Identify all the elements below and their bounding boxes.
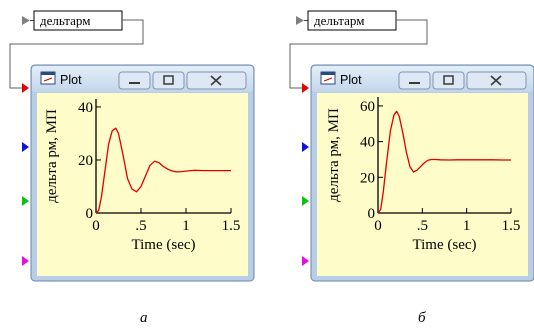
y-axis-label: дельта рм, МП [326,108,342,202]
y-axis-label: дельта рм, МП [44,109,60,203]
y-tick-label: 20 [78,153,93,169]
y-tick-label: 40 [360,135,375,151]
block-label: дельтарм [314,13,364,28]
x-tick-label: 1 [182,218,190,234]
port-4-arrow-icon [302,256,309,266]
block-label: дельтарм [40,13,90,28]
close-button[interactable] [467,72,526,89]
minimize-icon [129,82,140,84]
port-3-arrow-icon [22,196,29,206]
window-title: Plot [340,73,362,87]
port-2-arrow-icon [22,142,29,152]
minimize-button[interactable] [399,72,430,89]
port-3-arrow-icon [302,196,309,206]
x-tick-label: 0 [92,218,100,234]
maximize-button[interactable] [433,72,464,89]
caption-b: б [418,310,426,326]
window-title: Plot [60,73,82,87]
x-tick-label: .5 [135,218,146,234]
app-icon [321,72,335,84]
plot-window-b[interactable]: Plot 0 .5 1 1.5 0 20 40 60 Time (sec) дельта рм, … [311,65,534,281]
minimize-button[interactable] [119,72,150,89]
x-tick-label: 1 [463,218,471,234]
y-tick-label: 0 [368,206,376,222]
close-button[interactable] [187,72,246,89]
port-4-arrow-icon [22,256,29,266]
x-tick-label: 1.5 [502,218,521,234]
port-2-arrow-icon [302,142,309,152]
panel-a: дельтарм Plot [10,11,254,326]
x-axis-label: Time (sec) [412,237,476,253]
y-tick-label: 20 [360,170,375,186]
y-tick-label: 40 [78,100,93,116]
x-tick-label: .5 [417,218,428,234]
app-icon [41,72,55,84]
y-tick-label: 0 [86,206,94,222]
input-arrow-icon [22,16,30,25]
plot-window-a[interactable]: Plot 0 .5 1 1.5 0 20 40 Time (sec) дельта рм, МП [31,65,254,281]
y-tick-label: 60 [360,99,375,115]
maximize-button[interactable] [153,72,184,89]
port-1-arrow-icon [302,83,309,93]
port-1-arrow-icon [22,83,29,93]
x-tick-label: 1.5 [222,218,241,234]
minimize-icon [409,82,420,84]
x-axis-label: Time (sec) [131,237,195,253]
caption-a: а [140,310,148,326]
panel-b: дельтарм Plot [290,11,534,326]
input-arrow-icon [296,16,304,25]
x-tick-label: 0 [374,218,382,234]
